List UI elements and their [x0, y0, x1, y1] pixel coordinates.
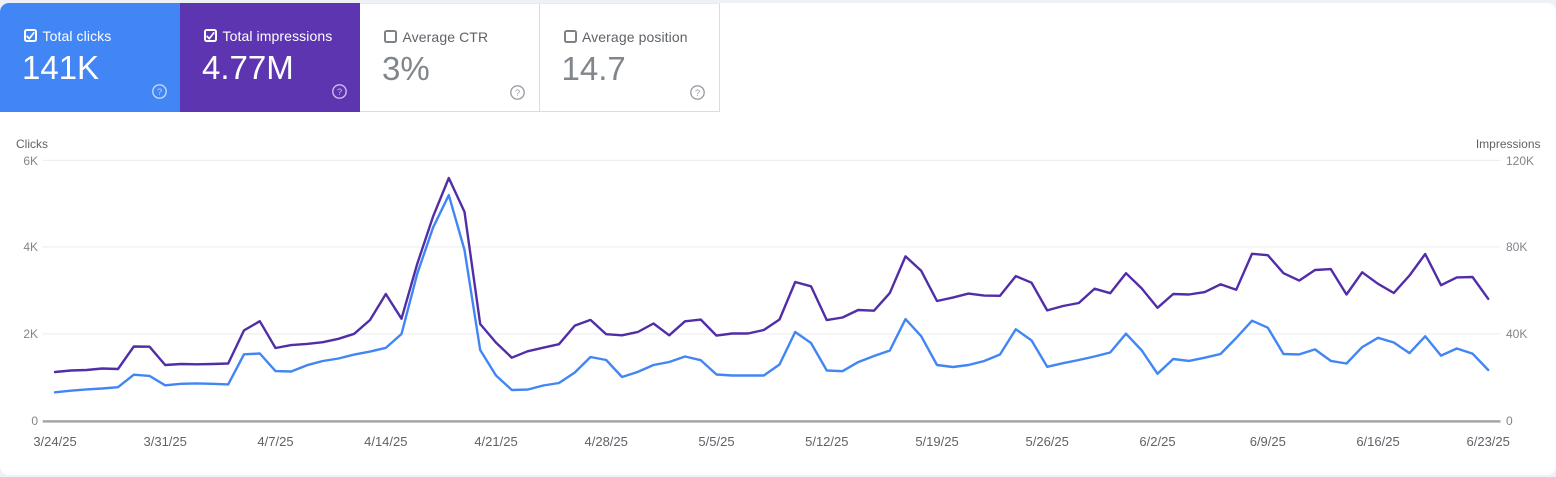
svg-text:?: ? — [515, 88, 520, 99]
svg-text:?: ? — [337, 87, 342, 98]
svg-text:?: ? — [695, 88, 700, 99]
svg-text:?: ? — [157, 87, 162, 98]
